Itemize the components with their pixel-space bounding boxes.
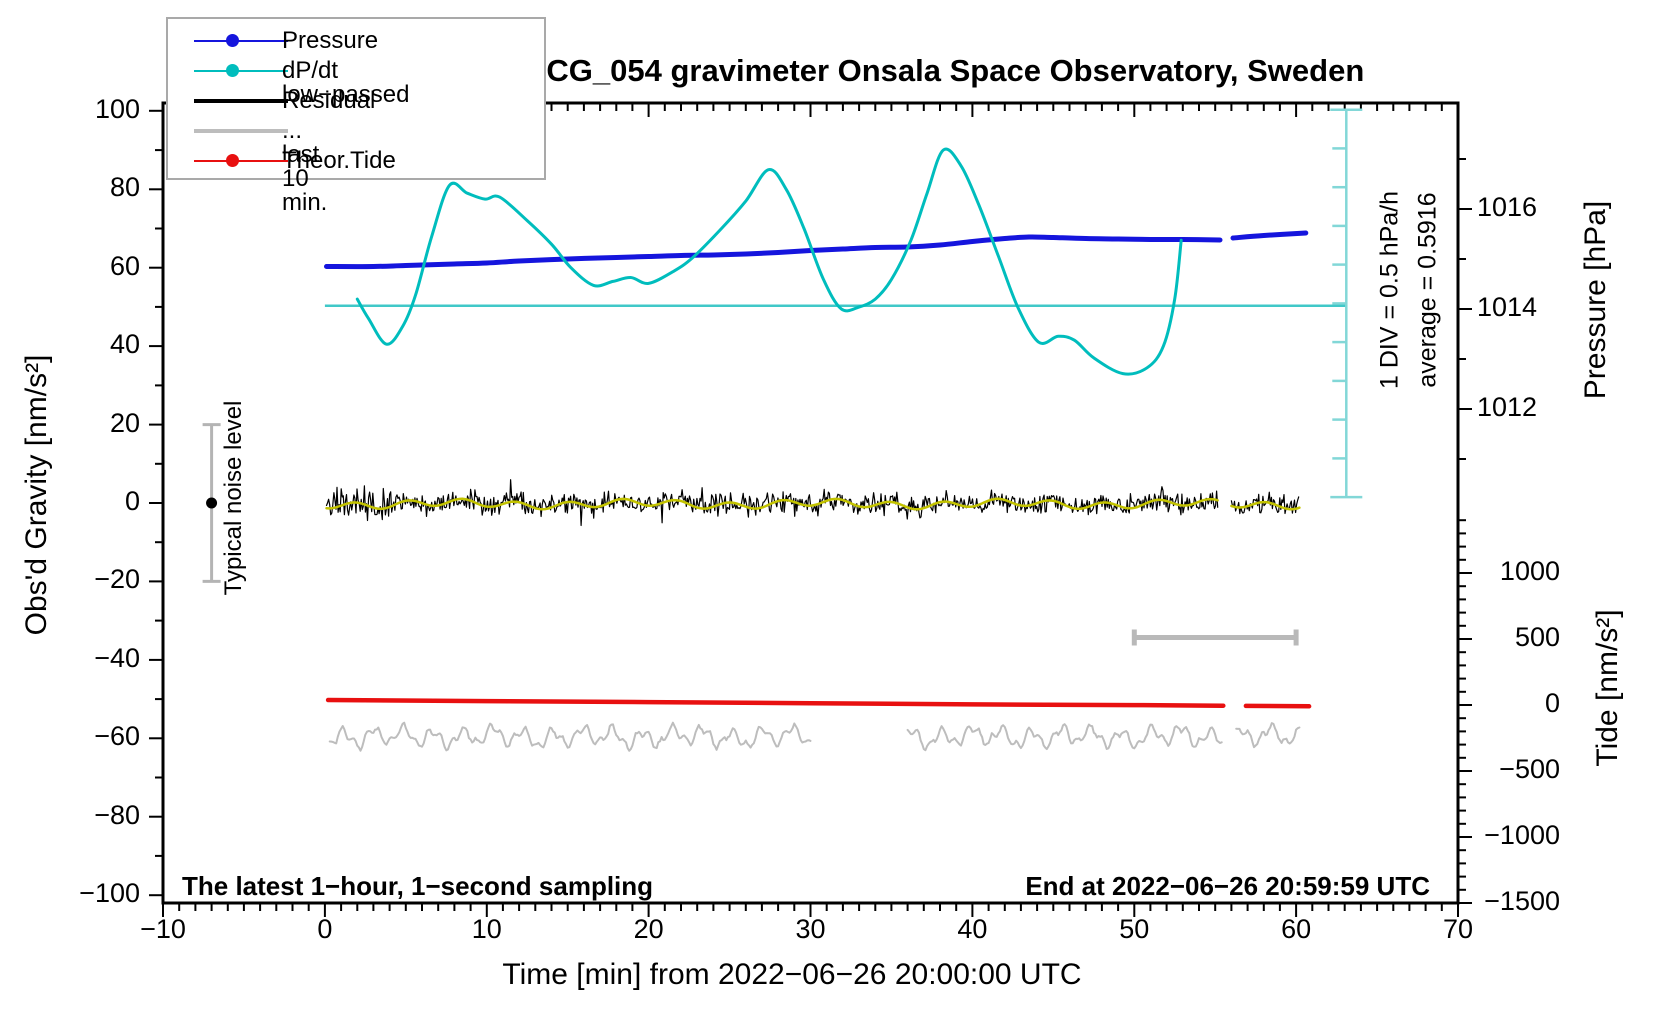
tide-series <box>325 697 1226 708</box>
residual-smooth-series <box>1230 500 1301 511</box>
tide-tick-label: −500 <box>1499 754 1560 784</box>
dpdt-series <box>355 147 1183 376</box>
tide-tick-label: −1500 <box>1484 886 1560 916</box>
legend-entry-label: ... last 10 min. <box>282 117 328 216</box>
gravity-tick-label: 100 <box>94 93 140 124</box>
legend-marker-dot <box>226 34 239 47</box>
x-tick-label: 60 <box>1281 914 1312 944</box>
noise-level-dot <box>206 497 218 509</box>
pressure-axis-label: Pressure [hPa] <box>1579 200 1612 400</box>
tide-axis-label: Tide [nm/s²] <box>1591 609 1624 767</box>
left-axis-label: Obs'd Gravity [nm/s²] <box>20 354 53 636</box>
residual-smooth-series <box>325 497 1219 511</box>
x-tick-label: 40 <box>957 914 988 944</box>
gravity-tick-label: 80 <box>109 172 140 203</box>
chart-title: SCG_054 gravimeter Onsala Space Observat… <box>525 53 1365 88</box>
footer-end-time: End at 2022−06−26 20:59:59 UTC <box>1025 871 1430 901</box>
x-tick-label: 70 <box>1442 914 1474 944</box>
tide-tick-label: 0 <box>1544 688 1560 718</box>
gravity-tick-label: −20 <box>94 564 140 595</box>
legend-line-sample <box>194 160 288 162</box>
legend-marker-dot <box>226 154 239 167</box>
legend-line-sample <box>194 99 288 103</box>
legend-entry-label: Pressure <box>282 27 379 54</box>
x-tick-label: 30 <box>795 914 826 944</box>
last10-series <box>906 723 1223 752</box>
residual-series <box>1230 491 1300 515</box>
gravity-tick-label: −100 <box>79 878 140 909</box>
legend-line-sample <box>194 129 288 133</box>
noise-level-annotation: Typical noise level <box>220 400 247 596</box>
legend-line-sample <box>194 40 288 42</box>
last10-series <box>328 721 812 752</box>
legend-entry-label: Theor.Tide <box>282 147 396 174</box>
x-axis-label: Time [min] from 2022−06−26 20:00:00 UTC <box>502 958 1082 991</box>
gravity-tick-label: −40 <box>94 642 140 673</box>
pressure-series <box>324 234 1223 270</box>
legend-box: Pressure dP/dt low−passed Residual ... last… <box>166 17 546 215</box>
x-tick-label: 50 <box>1119 914 1150 944</box>
legend-entry-label: Residual <box>282 87 376 114</box>
div-scale-annotation: 1 DIV = 0.5 hPa/h <box>1375 190 1404 390</box>
pressure-tick-label: 1016 <box>1477 192 1538 222</box>
x-tick-label: 20 <box>633 914 664 944</box>
gravity-tick-label: −60 <box>94 721 140 752</box>
legend-line-sample <box>194 70 288 72</box>
gravity-tick-label: 20 <box>109 407 140 438</box>
x-tick-label: 10 <box>471 914 502 944</box>
footer-sampling-note: The latest 1−hour, 1−second sampling <box>182 871 654 901</box>
residual-series <box>325 479 1219 527</box>
pressure-tick-label: 1014 <box>1477 292 1538 322</box>
tide-tick-label: 1000 <box>1499 556 1560 587</box>
gravity-tick-label: −80 <box>94 799 140 830</box>
last10-series <box>1235 722 1301 749</box>
tide-tick-label: 500 <box>1514 622 1560 653</box>
pressure-series <box>1230 230 1309 241</box>
gravity-tick-label: 40 <box>109 329 140 360</box>
gravity-tick-label: 0 <box>124 486 140 516</box>
pressure-tick-label: 1012 <box>1477 392 1538 422</box>
legend-entry-label: dP/dt low−passed <box>282 57 410 108</box>
legend-marker-dot <box>226 64 239 77</box>
x-tick-label: 0 <box>317 914 333 944</box>
tide-tick-label: −1000 <box>1484 820 1560 850</box>
x-tick-label: −10 <box>140 914 186 944</box>
average-annotation: average = 0.5916 <box>1413 192 1442 388</box>
gravity-tick-label: 60 <box>109 250 140 281</box>
